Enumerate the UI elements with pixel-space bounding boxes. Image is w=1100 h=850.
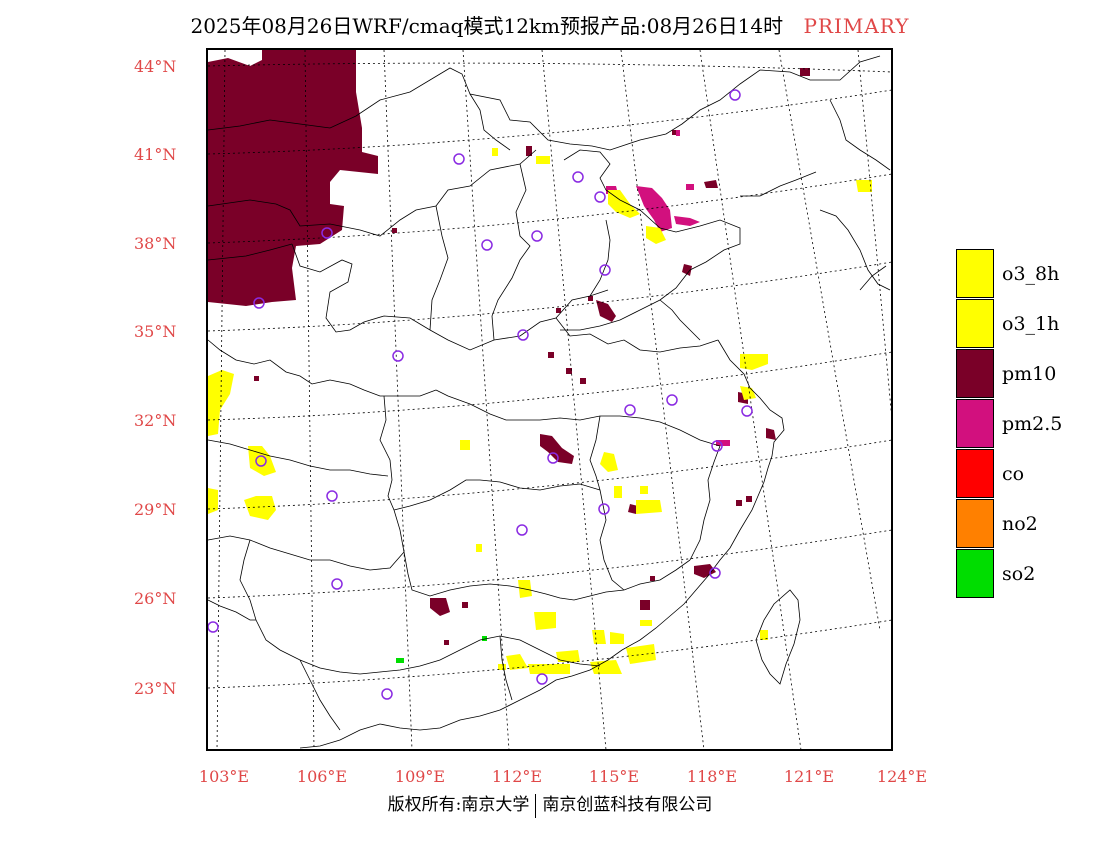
footer-copyright: 版权所有:南京大学 [387, 795, 530, 815]
lat-label-38: 38°N [134, 234, 176, 253]
legend-swatch [956, 399, 994, 448]
lon-label-124: 124°E [877, 767, 927, 786]
legend-item: no2 [956, 499, 1086, 549]
longitude-gridlines [216, 49, 893, 751]
title-primary-tag: PRIMARY [803, 14, 910, 38]
lat-label-23: 23°N [134, 679, 176, 698]
lat-label-41: 41°N [134, 145, 176, 164]
legend-label: no2 [1002, 513, 1038, 535]
lon-label-112: 112°E [492, 767, 542, 786]
station-markers [207, 89, 753, 700]
legend-swatch [956, 499, 994, 548]
legend-swatch [956, 249, 994, 298]
pm10-patches [254, 68, 810, 645]
so2-patches [396, 636, 487, 663]
legend-label: o3_1h [1002, 313, 1060, 335]
legend-label: pm2.5 [1002, 413, 1063, 435]
lat-label-32: 32°N [134, 411, 176, 430]
legend-swatch [956, 299, 994, 348]
map-title: 2025年08月26日WRF/cmaq模式12km预报产品:08月26日14时 … [0, 10, 1100, 39]
lon-label-121: 121°E [784, 767, 834, 786]
latitude-gridlines [207, 62, 893, 689]
map-frame [206, 48, 893, 751]
lon-label-115: 115°E [589, 767, 639, 786]
legend-item: pm10 [956, 349, 1086, 399]
lon-label-109: 109°E [395, 767, 445, 786]
footer-separator [535, 793, 537, 818]
lat-label-35: 35°N [134, 322, 176, 341]
lon-label-106: 106°E [297, 767, 347, 786]
province-boundaries [207, 55, 891, 749]
legend-label: pm10 [1002, 363, 1057, 385]
legend-item: o3_8h [956, 249, 1086, 299]
lat-label-44: 44°N [134, 57, 176, 76]
legend-item: co [956, 449, 1086, 499]
footer-company: 南京创蓝科技有限公司 [542, 795, 713, 815]
lat-label-26: 26°N [134, 589, 176, 608]
legend-label: so2 [1002, 563, 1036, 585]
legend-label: co [1002, 463, 1025, 485]
legend-swatch [956, 349, 994, 398]
title-text: 2025年08月26日WRF/cmaq模式12km预报产品:08月26日14时 [190, 14, 784, 38]
pollutant-legend: o3_8h o3_1h pm10 pm2.5 co no2 so2 [956, 249, 1086, 599]
legend-item: o3_1h [956, 299, 1086, 349]
legend-label: o3_8h [1002, 263, 1060, 285]
latitude-labels: 44°N 41°N 38°N 35°N 32°N 29°N 26°N 23°N [134, 57, 176, 698]
legend-item: so2 [956, 549, 1086, 599]
lon-label-103: 103°E [199, 767, 249, 786]
legend-swatch [956, 549, 994, 598]
lon-label-118: 118°E [687, 767, 737, 786]
pm10-region-northwest [208, 50, 378, 306]
lat-label-29: 29°N [134, 500, 176, 519]
longitude-labels: 103°E 106°E 109°E 112°E 115°E 118°E 121°… [199, 767, 927, 786]
legend-swatch [956, 449, 994, 498]
legend-item: pm2.5 [956, 399, 1086, 449]
pm25-patches [606, 130, 730, 446]
copyright-footer: 版权所有:南京大学 南京创蓝科技有限公司 [0, 790, 1100, 818]
